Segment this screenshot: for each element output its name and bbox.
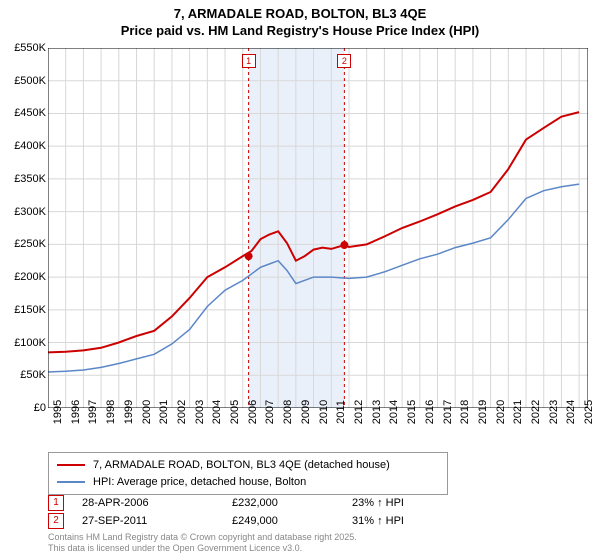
marker-table: 1 28-APR-2006 £232,000 23% ↑ HPI 2 27-SE… — [48, 494, 462, 530]
x-tick-label: 2004 — [211, 400, 223, 424]
x-tick-label: 1998 — [105, 400, 117, 424]
x-tick-label: 2000 — [141, 400, 153, 424]
marker-price: £232,000 — [232, 497, 352, 509]
x-tick-label: 2010 — [318, 400, 330, 424]
legend-item: HPI: Average price, detached house, Bolt… — [57, 474, 439, 491]
x-tick-label: 2022 — [530, 400, 542, 424]
x-tick-label: 2016 — [424, 400, 436, 424]
y-tick-label: £200K — [14, 271, 46, 283]
x-tick-label: 2002 — [176, 400, 188, 424]
x-tick-label: 2001 — [158, 400, 170, 424]
legend-swatch — [57, 481, 85, 483]
x-tick-label: 1999 — [123, 400, 135, 424]
footer-line2: This data is licensed under the Open Gov… — [48, 543, 302, 553]
x-tick-label: 2003 — [194, 400, 206, 424]
x-tick-label: 2005 — [229, 400, 241, 424]
y-tick-label: £50K — [20, 369, 46, 381]
marker-row: 1 28-APR-2006 £232,000 23% ↑ HPI — [48, 494, 462, 512]
x-tick-label: 2020 — [495, 400, 507, 424]
legend-label: 7, ARMADALE ROAD, BOLTON, BL3 4QE (detac… — [93, 457, 390, 474]
x-tick-label: 2014 — [388, 400, 400, 424]
x-tick-label: 2012 — [353, 400, 365, 424]
marker-number-box: 2 — [48, 513, 64, 529]
x-tick-label: 1996 — [70, 400, 82, 424]
plot-marker-box: 1 — [242, 54, 256, 68]
plot-marker-box: 2 — [337, 54, 351, 68]
legend-label: HPI: Average price, detached house, Bolt… — [93, 474, 306, 491]
marker-pct: 23% ↑ HPI — [352, 497, 462, 509]
marker-date: 27-SEP-2011 — [82, 515, 232, 527]
legend-swatch — [57, 464, 85, 466]
x-tick-label: 2024 — [565, 400, 577, 424]
x-tick-label: 2018 — [459, 400, 471, 424]
y-tick-label: £100K — [14, 337, 46, 349]
marker-date: 28-APR-2006 — [82, 497, 232, 509]
chart-svg — [48, 48, 588, 408]
x-tick-label: 2011 — [335, 400, 347, 424]
footer-note: Contains HM Land Registry data © Crown c… — [48, 532, 357, 554]
x-tick-label: 1995 — [52, 400, 64, 424]
x-tick-label: 2017 — [442, 400, 454, 424]
y-tick-label: £450K — [14, 107, 46, 119]
y-tick-label: £350K — [14, 173, 46, 185]
chart-container: 7, ARMADALE ROAD, BOLTON, BL3 4QE Price … — [0, 0, 600, 560]
chart-plot-area — [48, 48, 588, 408]
x-tick-label: 2023 — [548, 400, 560, 424]
marker-row: 2 27-SEP-2011 £249,000 31% ↑ HPI — [48, 512, 462, 530]
title-line1: 7, ARMADALE ROAD, BOLTON, BL3 4QE — [174, 6, 427, 21]
y-tick-label: £550K — [14, 42, 46, 54]
title-line2: Price paid vs. HM Land Registry's House … — [121, 23, 480, 38]
y-tick-label: £400K — [14, 140, 46, 152]
y-tick-label: £500K — [14, 75, 46, 87]
legend: 7, ARMADALE ROAD, BOLTON, BL3 4QE (detac… — [48, 452, 448, 495]
marker-number-box: 1 — [48, 495, 64, 511]
y-tick-label: £0 — [34, 402, 46, 414]
x-tick-label: 2009 — [300, 400, 312, 424]
y-tick-label: £300K — [14, 206, 46, 218]
x-tick-label: 1997 — [87, 400, 99, 424]
x-tick-label: 2008 — [282, 400, 294, 424]
chart-title: 7, ARMADALE ROAD, BOLTON, BL3 4QE Price … — [0, 0, 600, 40]
x-tick-label: 2007 — [264, 400, 276, 424]
footer-line1: Contains HM Land Registry data © Crown c… — [48, 532, 357, 542]
legend-item: 7, ARMADALE ROAD, BOLTON, BL3 4QE (detac… — [57, 457, 439, 474]
y-tick-label: £250K — [14, 238, 46, 250]
x-tick-label: 2015 — [406, 400, 418, 424]
x-tick-label: 2013 — [371, 400, 383, 424]
y-tick-label: £150K — [14, 304, 46, 316]
x-tick-label: 2025 — [583, 400, 595, 424]
x-tick-label: 2006 — [247, 400, 259, 424]
marker-pct: 31% ↑ HPI — [352, 515, 462, 527]
x-tick-label: 2019 — [477, 400, 489, 424]
marker-price: £249,000 — [232, 515, 352, 527]
x-tick-label: 2021 — [512, 400, 524, 424]
